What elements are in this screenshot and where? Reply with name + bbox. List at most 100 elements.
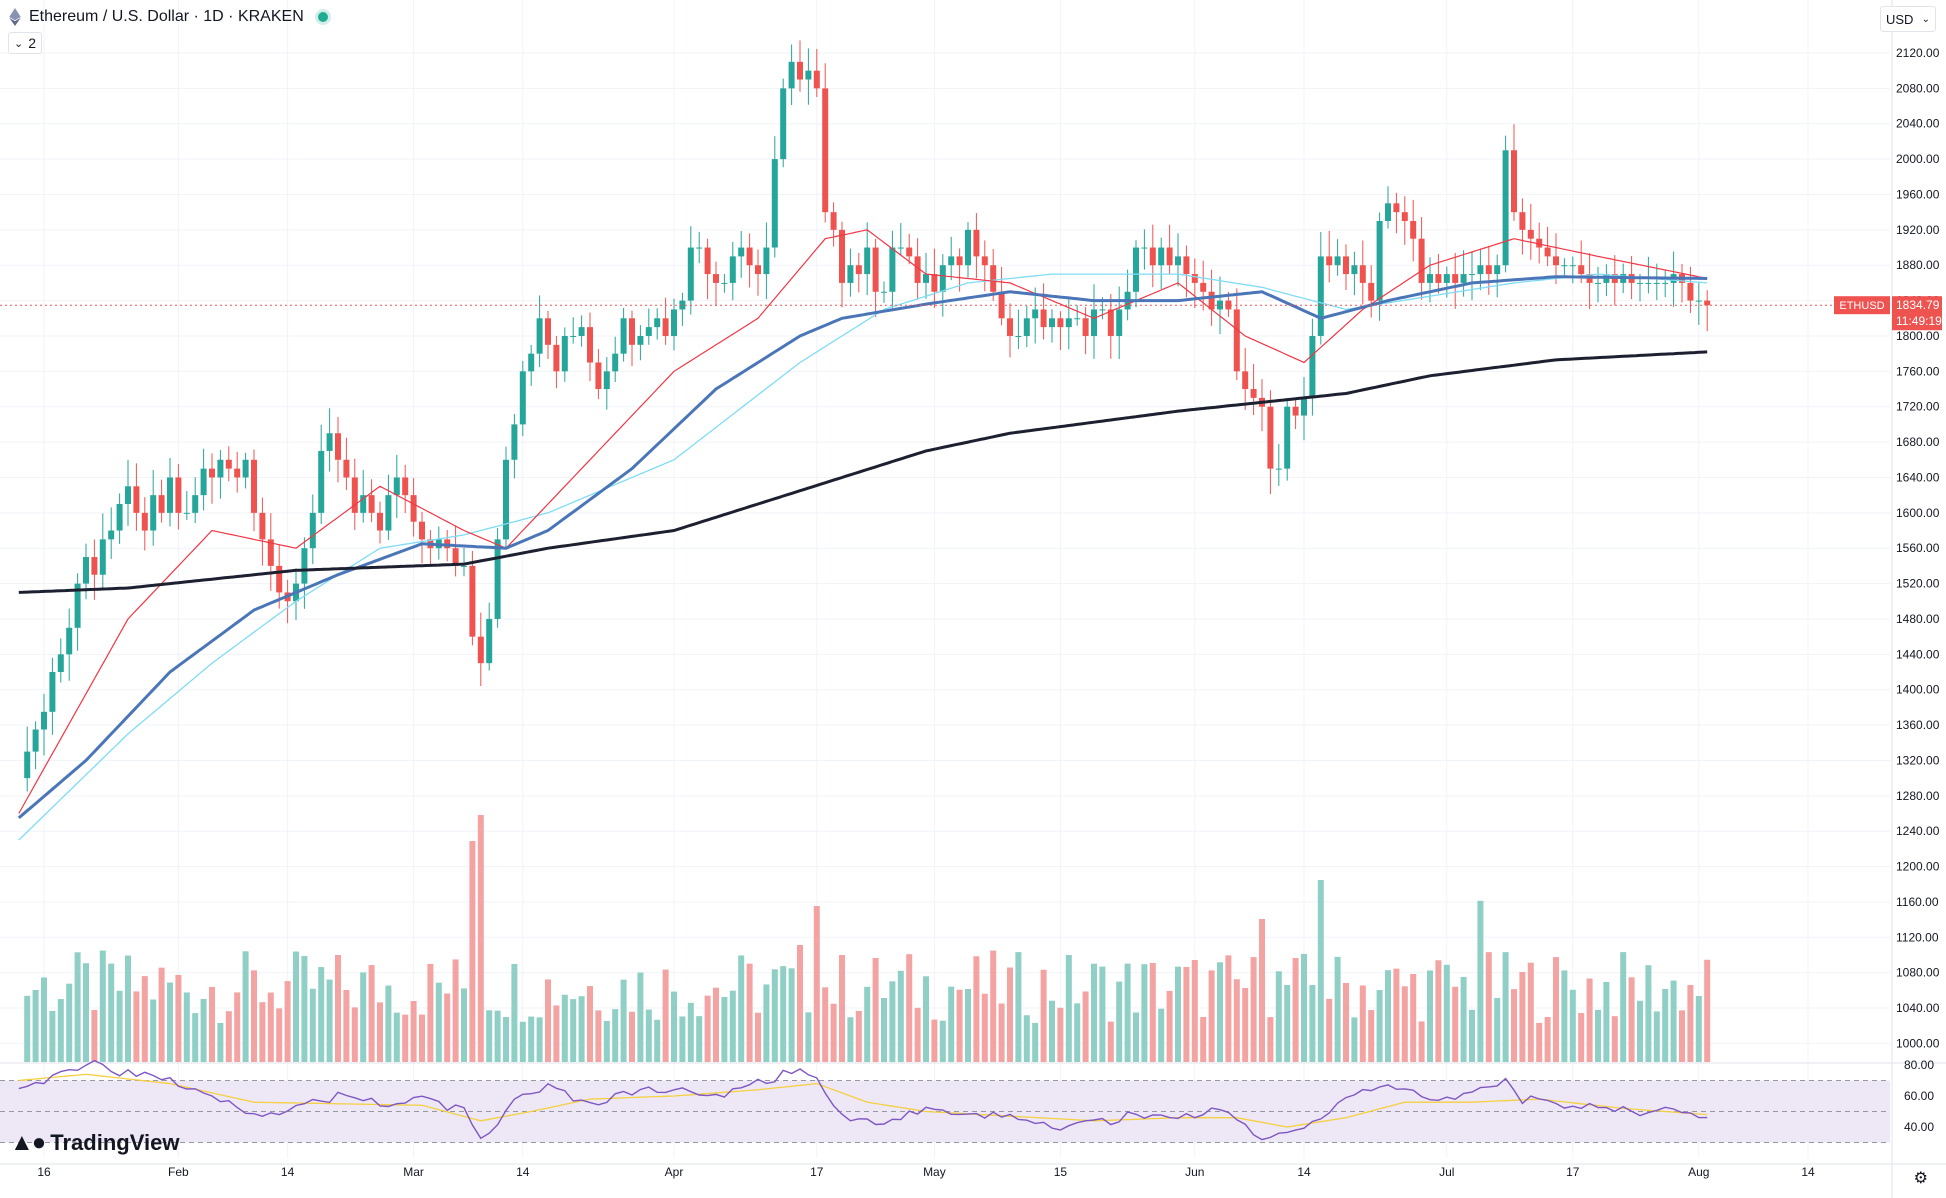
- volume-bar: [326, 979, 333, 1062]
- volume-bar: [1679, 1010, 1685, 1062]
- tradingview-logo[interactable]: ▲● TradingView: [10, 1128, 179, 1158]
- volume-bar: [1116, 981, 1123, 1062]
- volume-bar: [1477, 900, 1484, 1062]
- candle-body: [1561, 265, 1568, 267]
- volume-bar: [704, 995, 711, 1062]
- candle-body: [1250, 389, 1257, 398]
- volume-bar: [679, 1016, 686, 1062]
- candle-body: [326, 433, 333, 451]
- symbol-header[interactable]: Ethereum / U.S. Dollar · 1D · KRAKEN: [8, 6, 328, 28]
- candle-body: [1149, 247, 1156, 266]
- volume-bar: [1217, 962, 1223, 1062]
- volume-bar: [780, 966, 787, 1062]
- candle-body: [452, 548, 459, 566]
- price-tick-label: 1200.00: [1896, 860, 1940, 874]
- volume-bar: [1124, 963, 1131, 1062]
- candle-body: [729, 256, 736, 283]
- settings-gear-icon[interactable]: ⚙: [1913, 1170, 1928, 1187]
- volume-bar: [1611, 1016, 1618, 1062]
- candle-body: [780, 88, 787, 160]
- candle-body: [74, 583, 81, 628]
- candle-body: [1527, 229, 1534, 239]
- volume-bar: [200, 998, 207, 1062]
- candle-body: [503, 459, 509, 540]
- price-tick-label: 1520.00: [1896, 577, 1940, 591]
- volume-bar: [1284, 984, 1291, 1062]
- volume-bar: [923, 976, 929, 1062]
- volume-bar: [99, 950, 106, 1062]
- candle-body: [897, 247, 904, 249]
- volume-bar: [419, 1014, 425, 1062]
- candle-body: [771, 159, 778, 248]
- candle-body: [309, 512, 316, 549]
- volume-bar: [1225, 955, 1232, 1062]
- candle-body: [1653, 282, 1660, 284]
- candle-body: [679, 300, 686, 310]
- price-tick-label: 1800.00: [1896, 329, 1940, 343]
- candle-body: [528, 353, 535, 372]
- candle-body: [847, 265, 854, 283]
- candle-body: [1007, 318, 1013, 336]
- candle-body: [687, 247, 694, 301]
- volume-bar: [24, 995, 31, 1062]
- volume-bar: [729, 990, 736, 1062]
- volume-bar: [1183, 966, 1190, 1062]
- candle-body: [578, 327, 585, 336]
- candle-body: [1351, 265, 1358, 275]
- volume-bar: [1292, 958, 1299, 1062]
- volume-bar: [738, 955, 745, 1062]
- indicator-toggle[interactable]: ⌄ 2: [8, 32, 43, 54]
- price-tag-countdown: 11:49:19: [1896, 314, 1942, 328]
- candle-body: [1301, 397, 1307, 416]
- candle-body: [872, 247, 879, 292]
- volume-bar: [839, 955, 845, 1062]
- volume-bar: [1536, 1022, 1543, 1062]
- volume-bar: [284, 981, 291, 1062]
- volume-bar: [553, 1005, 560, 1062]
- volume-bar: [209, 986, 215, 1062]
- volume-bar: [1343, 982, 1349, 1062]
- candle-body: [343, 459, 350, 478]
- candle-body: [192, 495, 199, 513]
- candle-body: [91, 557, 98, 575]
- volume-bar: [1544, 1017, 1551, 1062]
- volume-bar: [1259, 919, 1265, 1062]
- price-tick-label: 1440.00: [1896, 647, 1940, 661]
- rsi-tick-label: 60.00: [1904, 1089, 1934, 1103]
- volume-bar: [1603, 981, 1610, 1062]
- currency-selector[interactable]: USD ⌄: [1880, 6, 1936, 32]
- volume-bar: [1418, 1021, 1425, 1062]
- volume-bar: [1561, 970, 1568, 1062]
- candle-body: [234, 468, 241, 478]
- volume-bar: [1511, 989, 1517, 1062]
- price-tick-label: 1080.00: [1896, 966, 1940, 980]
- candle-body: [1091, 309, 1097, 336]
- volume-bar: [1553, 957, 1559, 1062]
- candle-body: [813, 70, 820, 89]
- candle-body: [1166, 247, 1173, 266]
- candle-body: [612, 353, 619, 372]
- candle-body: [889, 247, 896, 292]
- volume-bar: [1023, 1015, 1030, 1062]
- candle-body: [360, 495, 367, 513]
- volume-bar: [746, 963, 753, 1062]
- candle-body: [1065, 318, 1072, 328]
- volume-bar: [1133, 1012, 1139, 1062]
- volume-bar: [1141, 964, 1148, 1062]
- volume-bar: [813, 906, 820, 1062]
- candle-body: [797, 61, 803, 80]
- price-tick-label: 1960.00: [1896, 187, 1940, 201]
- volume-bar: [301, 955, 308, 1062]
- candle-body: [1553, 256, 1559, 266]
- volume-bar: [335, 954, 341, 1062]
- candle-body: [545, 318, 551, 345]
- candle-body: [981, 256, 988, 266]
- time-tick-label: Jul: [1439, 1165, 1454, 1179]
- volume-bar: [1267, 1017, 1274, 1062]
- volume-bar: [1158, 1008, 1165, 1062]
- volume-bar: [469, 841, 476, 1062]
- price-tick-label: 1760.00: [1896, 364, 1940, 378]
- price-tick-label: 1680.00: [1896, 435, 1940, 449]
- volume-bar: [939, 1020, 946, 1062]
